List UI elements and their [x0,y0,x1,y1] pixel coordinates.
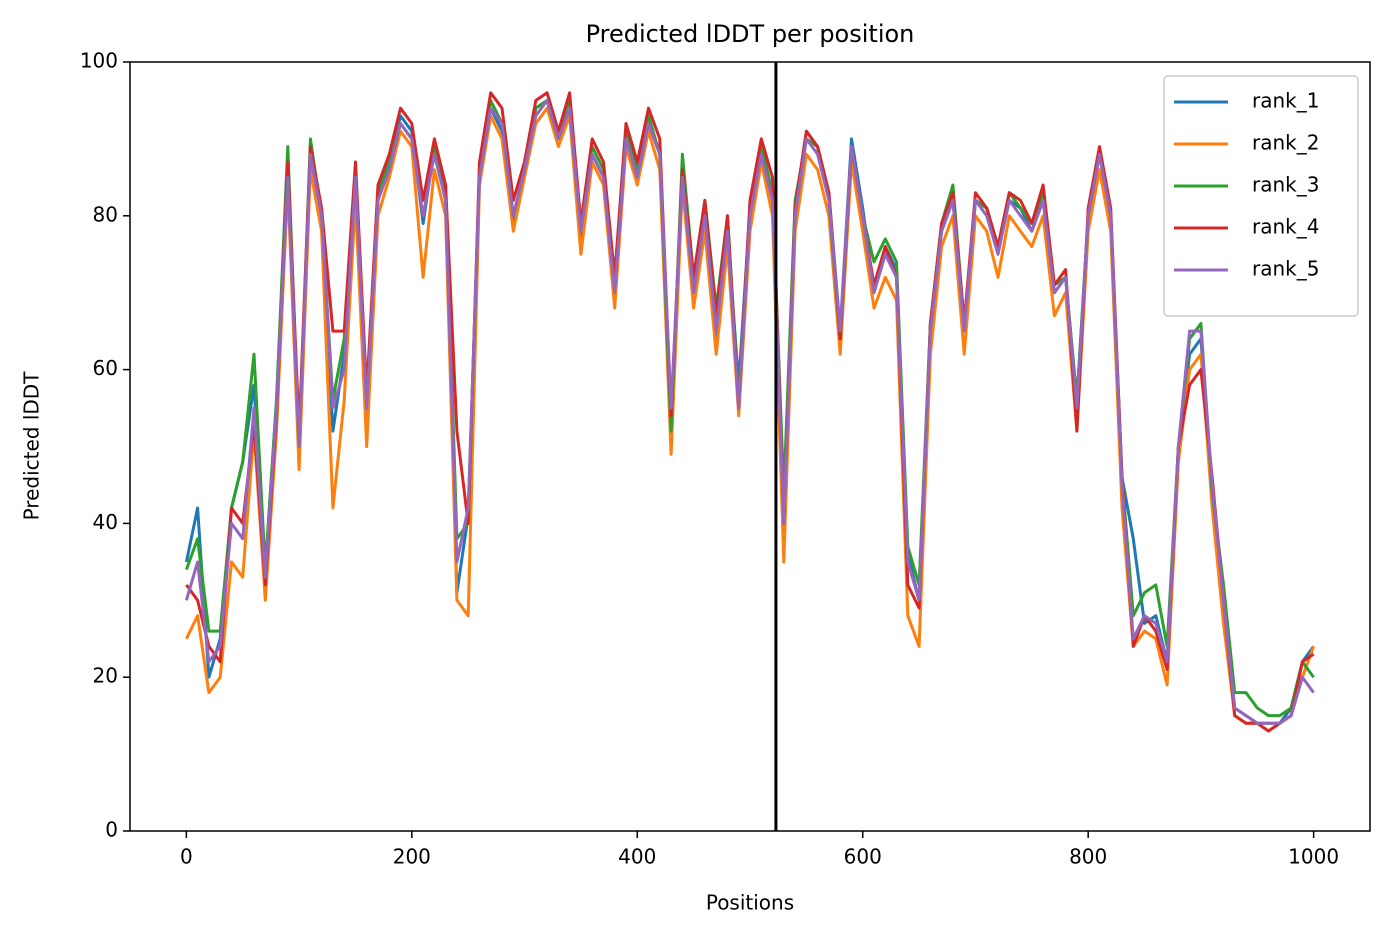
y-tick-label: 100 [80,49,118,73]
x-tick-label: 200 [393,845,431,869]
y-tick-label: 40 [93,510,118,534]
legend-label: rank_3 [1252,173,1319,197]
legend-label: rank_4 [1252,215,1319,239]
y-tick-label: 60 [93,356,118,380]
x-tick-label: 0 [180,845,193,869]
plot-frame [129,61,1371,832]
y-tick-label: 20 [93,664,118,688]
y-axis-label: Predicted lDDT [20,371,44,521]
x-tick-label: 600 [844,845,882,869]
legend-label: rank_5 [1252,257,1319,281]
legend-label: rank_1 [1252,89,1319,113]
y-tick-label: 0 [105,818,118,842]
chart-title: Predicted lDDT per position [586,20,915,48]
legend-box [1163,75,1359,317]
legend-label: rank_2 [1252,131,1319,155]
x-axis-label: Positions [706,891,794,915]
x-tick-label: 1000 [1288,845,1339,869]
y-tick-label: 80 [93,202,118,226]
x-tick-label: 800 [1069,845,1107,869]
x-tick-label: 400 [618,845,656,869]
series-line [184,99,1315,725]
